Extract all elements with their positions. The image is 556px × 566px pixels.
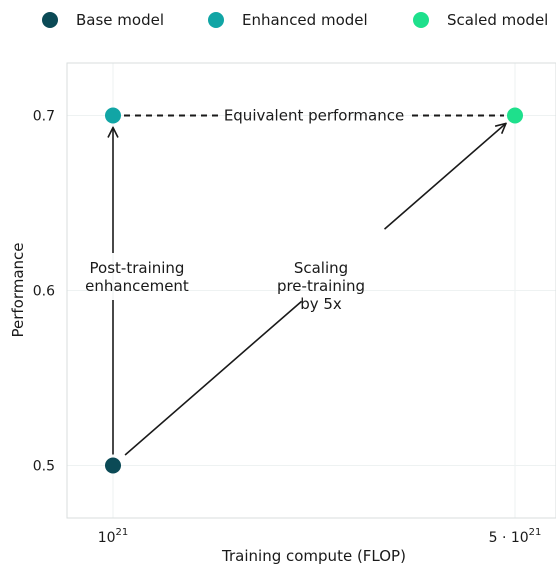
base-model-point bbox=[105, 457, 121, 474]
scaled-model-point bbox=[507, 107, 523, 124]
post-training-label: enhancement bbox=[85, 277, 189, 295]
y-tick-label: 0.6 bbox=[33, 284, 55, 300]
scaling-label: by 5x bbox=[300, 295, 342, 313]
enhanced-model-point bbox=[105, 107, 121, 124]
legend: Base model Enhanced model Scaled model bbox=[0, 0, 556, 40]
scaling-arrow-upper bbox=[383, 123, 506, 230]
legend-label-base: Base model bbox=[76, 11, 165, 29]
post-training-label: Post-training bbox=[90, 259, 185, 277]
legend-item-scaled: Scaled model bbox=[413, 9, 548, 31]
equivalent-performance-label: Equivalent performance bbox=[224, 107, 404, 125]
x-tick-label: 1021 bbox=[98, 527, 129, 546]
scaling-label: Scaling bbox=[294, 259, 348, 277]
scaling-label: pre-training bbox=[277, 277, 365, 295]
scaling-arrow-lower bbox=[124, 300, 303, 456]
y-axis-title: Performance bbox=[9, 242, 27, 337]
legend-item-enhanced: Enhanced model bbox=[208, 9, 368, 31]
legend-marker-base bbox=[42, 12, 58, 28]
legend-label-enhanced: Enhanced model bbox=[242, 11, 368, 29]
data-points bbox=[105, 107, 523, 474]
x-tick-base: 5 · 10 bbox=[489, 530, 529, 546]
annotations: Equivalent performance Post-trainingenhan… bbox=[85, 107, 506, 456]
x-tick-exponent: 21 bbox=[116, 527, 129, 538]
legend-marker-scaled bbox=[413, 12, 429, 28]
legend-marker-enhanced bbox=[208, 12, 224, 28]
plot-frame bbox=[66, 62, 556, 519]
y-tick-label: 0.7 bbox=[33, 109, 55, 125]
x-tick-label: 5 · 1021 bbox=[489, 527, 542, 546]
x-tick-base: 10 bbox=[98, 530, 116, 546]
x-tick-exponent: 21 bbox=[529, 527, 542, 538]
legend-item-base: Base model bbox=[42, 9, 164, 31]
y-tick-label: 0.5 bbox=[33, 459, 55, 475]
legend-label-scaled: Scaled model bbox=[447, 11, 549, 29]
x-axis-title: Training compute (FLOP) bbox=[221, 547, 406, 565]
